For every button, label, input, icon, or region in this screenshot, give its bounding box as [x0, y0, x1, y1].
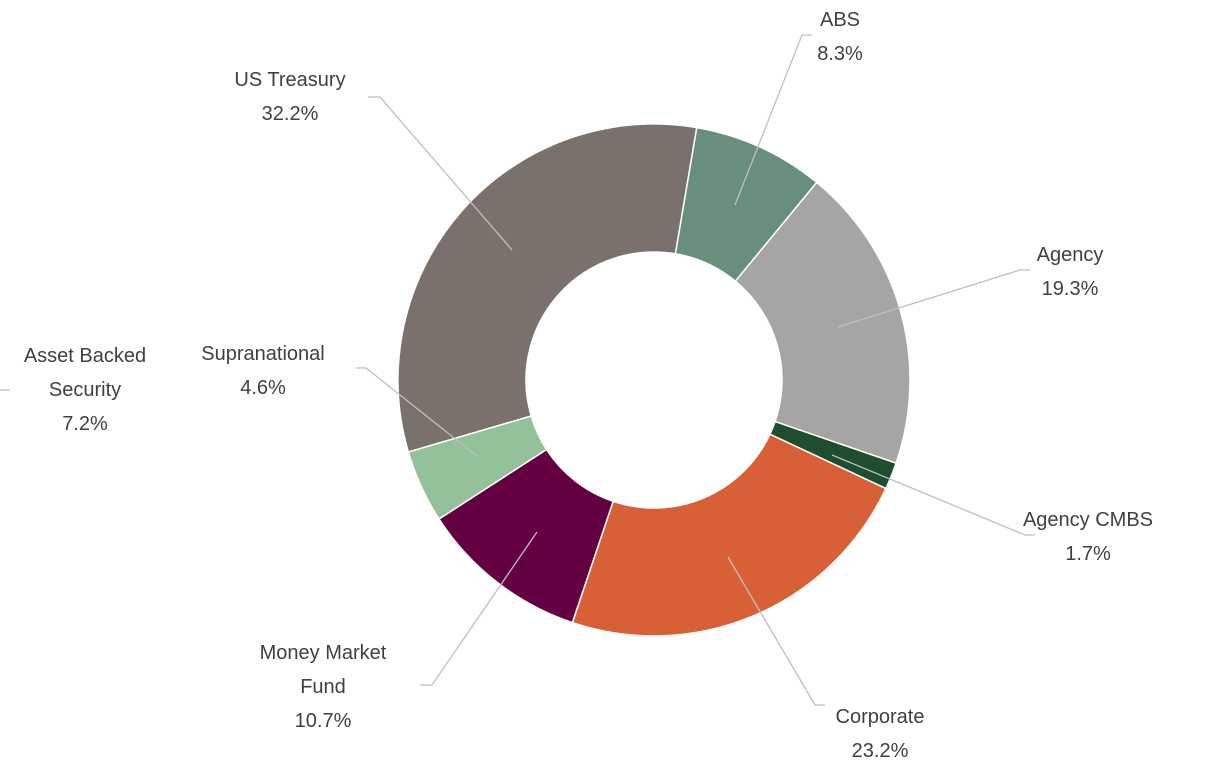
- label-value: 32.2%: [261, 103, 319, 125]
- leader-line: [831, 454, 1035, 536]
- label-value: 7.2%: [62, 413, 108, 435]
- label-value: 19.3%: [1041, 278, 1099, 300]
- label-name: Money Market Fund: [259, 642, 387, 698]
- label-name: Agency: [1036, 244, 1104, 266]
- label-value: 1.7%: [1065, 543, 1111, 565]
- data-label: Supranational 4.6%: [178, 337, 348, 405]
- data-label: Asset Backed Security 7.2%: [10, 339, 160, 441]
- label-name: Corporate: [835, 706, 925, 728]
- donut-slice: [397, 123, 698, 453]
- data-label: Corporate 23.2%: [820, 700, 940, 764]
- label-name: Agency CMBS: [1022, 509, 1154, 531]
- label-value: 4.6%: [240, 377, 286, 399]
- label-name: Asset Backed Security: [23, 345, 147, 401]
- label-name: ABS: [819, 9, 861, 31]
- data-label: Agency 19.3%: [1020, 238, 1120, 306]
- leader-line: [420, 531, 538, 686]
- data-label: ABS 8.3%: [790, 3, 890, 71]
- donut-slice: [571, 433, 887, 637]
- donut-slice: [734, 181, 911, 465]
- leader-line: [356, 367, 479, 458]
- leader-line: [727, 556, 825, 706]
- leader-line: [368, 96, 513, 251]
- label-name: US Treasury: [234, 69, 346, 91]
- data-label: US Treasury 32.2%: [210, 63, 370, 131]
- label-value: 10.7%: [294, 710, 352, 732]
- data-label: Agency CMBS 1.7%: [1018, 503, 1158, 571]
- leader-line: [837, 269, 1030, 328]
- leader-line: [734, 34, 812, 206]
- data-label: Money Market Fund 10.7%: [238, 636, 408, 738]
- label-name: Supranational: [201, 343, 325, 365]
- label-value: 8.3%: [817, 43, 863, 65]
- label-value: 23.2%: [851, 740, 909, 762]
